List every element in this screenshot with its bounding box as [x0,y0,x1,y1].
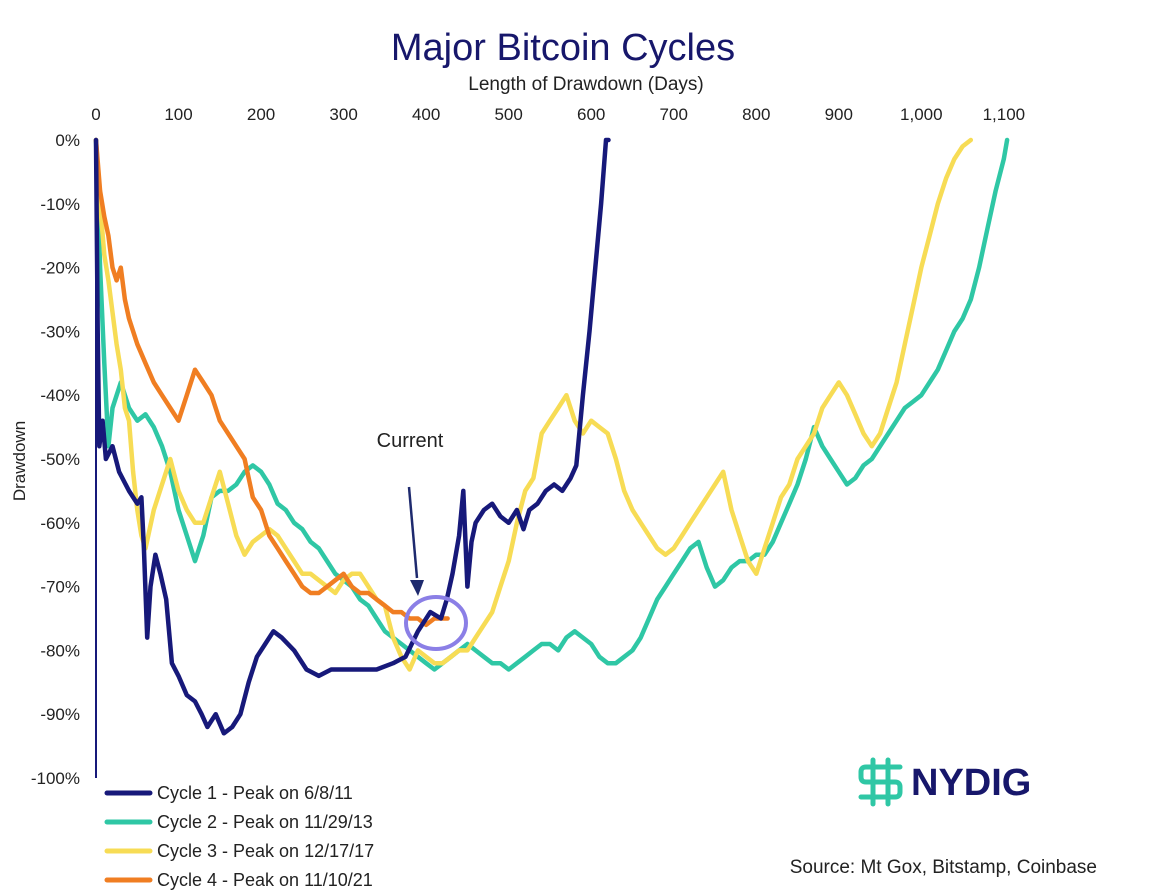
x-tick-label: 1,000 [900,105,943,124]
y-tick-label: -10% [40,195,80,214]
series-line-cycle-4 [93,137,450,628]
y-tick-label: 0% [55,131,80,150]
y-tick-label: -90% [40,705,80,724]
series-line-cycle-1 [93,137,611,736]
x-tick-label: 900 [825,105,853,124]
source-note: Source: Mt Gox, Bitstamp, Coinbase [790,857,1097,878]
x-tick-label: 300 [329,105,357,124]
current-circle [404,595,468,651]
x-tick-label: 100 [164,105,192,124]
chart-title: Major Bitcoin Cycles [391,27,735,69]
legend-label-cycle-4: Cycle 4 - Peak on 11/10/21 [157,870,373,890]
annotation-arrowhead [410,580,424,596]
x-tick-label: 0 [91,105,100,124]
x-tick-label: 600 [577,105,605,124]
x-tick-label: 700 [660,105,688,124]
y-tick-label: -100% [31,769,80,788]
x-axis-ticks: 0 100 200 300 400 500 600 700 800 900 1,000 1,100 [91,105,1025,124]
legend: Cycle 1 - Peak on 6/8/11 Cycle 2 - Peak o… [104,783,374,890]
x-tick-label: 200 [247,105,275,124]
legend-label-cycle-2: Cycle 2 - Peak on 11/29/13 [157,812,373,832]
legend-label-cycle-1: Cycle 1 - Peak on 6/8/11 [157,783,353,803]
y-tick-label: -40% [40,386,80,405]
nydig-logo-icon [858,757,903,807]
logo-wordmark: NYDIG [911,762,1031,804]
series-line-cycle-2 [93,137,1010,672]
annotation-label: Current [377,430,444,452]
y-tick-label: -70% [40,578,80,597]
series-line-cycle-3 [93,137,974,672]
annotation-arrow [407,486,419,579]
current-annotation: Current [377,430,468,651]
x-axis-label: Length of Drawdown (Days) [468,74,704,95]
x-tick-label: 800 [742,105,770,124]
x-tick-label: 500 [494,105,522,124]
nydig-logo: NYDIG [858,757,1031,807]
y-tick-label: -20% [40,259,80,278]
y-tick-label: -30% [40,322,80,341]
legend-label-cycle-3: Cycle 3 - Peak on 12/17/17 [157,841,374,861]
x-tick-label: 1,100 [983,105,1026,124]
y-tick-label: -50% [40,450,80,469]
x-tick-label: 400 [412,105,440,124]
y-tick-label: -60% [40,514,80,533]
y-tick-label: -80% [40,641,80,660]
series-lines [93,137,1010,736]
y-axis-label: Drawdown [10,421,29,501]
y-axis-ticks: 0% -10% -20% -30% -40% -50% -60% -70% -80% -90% -1… [31,131,80,788]
